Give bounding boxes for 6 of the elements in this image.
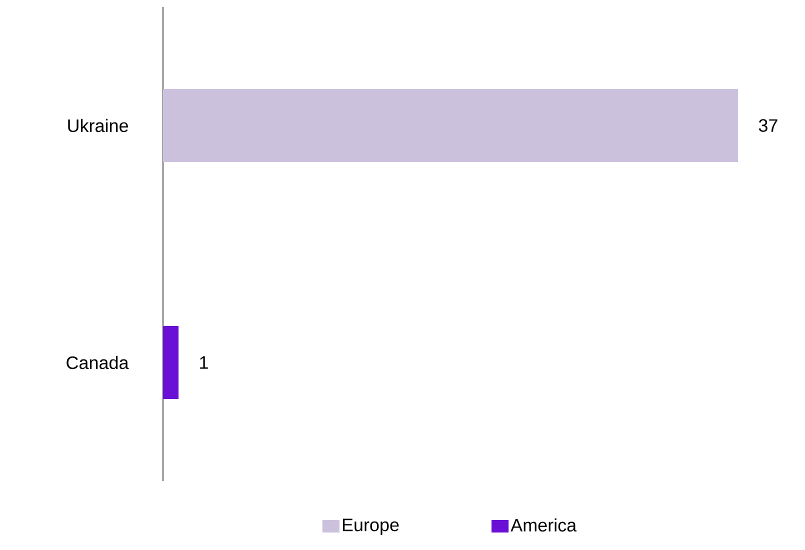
- legend-label: Europe: [342, 518, 399, 535]
- y-tick-label: Canada: [66, 356, 129, 370]
- data-label: 37: [758, 119, 778, 132]
- y-tick-label: Ukraine: [68, 118, 128, 132]
- legend-label: America: [510, 518, 577, 532]
- data-label: 1: [200, 356, 208, 369]
